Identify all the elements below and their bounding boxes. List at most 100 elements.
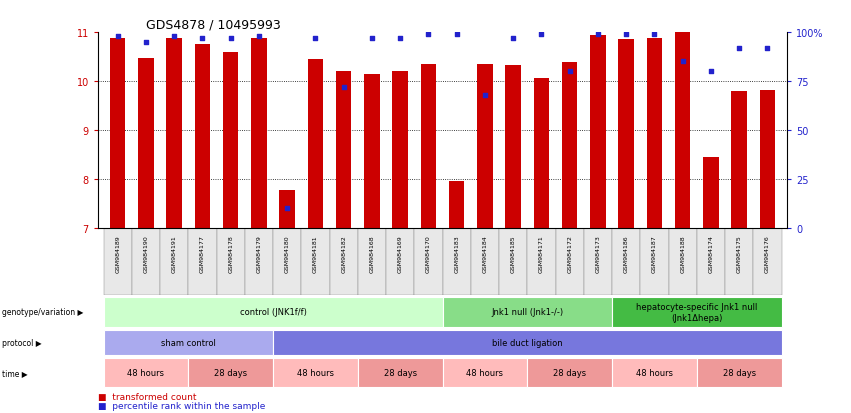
FancyBboxPatch shape	[556, 228, 584, 295]
FancyBboxPatch shape	[104, 358, 188, 387]
Text: GSM984170: GSM984170	[426, 235, 431, 273]
FancyBboxPatch shape	[329, 228, 357, 295]
Bar	[477, 65, 493, 228]
Bar	[590, 36, 606, 228]
Point	[224, 36, 237, 42]
Bar	[110, 39, 125, 228]
Text: GSM984176: GSM984176	[765, 235, 770, 273]
FancyBboxPatch shape	[443, 228, 471, 295]
Text: genotype/variation ▶: genotype/variation ▶	[2, 308, 83, 317]
Text: 28 days: 28 days	[214, 368, 247, 377]
Text: ■  percentile rank within the sample: ■ percentile rank within the sample	[98, 401, 266, 410]
FancyBboxPatch shape	[301, 228, 329, 295]
FancyBboxPatch shape	[528, 358, 612, 387]
FancyBboxPatch shape	[104, 228, 132, 295]
Text: protocol ▶: protocol ▶	[2, 338, 42, 347]
Text: GSM984188: GSM984188	[680, 235, 685, 273]
FancyBboxPatch shape	[753, 228, 781, 295]
Bar	[420, 65, 437, 228]
Bar	[307, 59, 323, 228]
Bar	[703, 157, 718, 228]
Text: GSM984182: GSM984182	[341, 235, 346, 273]
Text: GSM984175: GSM984175	[737, 235, 742, 273]
Point	[534, 32, 548, 38]
FancyBboxPatch shape	[471, 228, 499, 295]
Text: GSM984191: GSM984191	[172, 235, 177, 273]
FancyBboxPatch shape	[443, 358, 528, 387]
Text: GSM984172: GSM984172	[567, 235, 572, 273]
Text: GSM984168: GSM984168	[369, 235, 374, 273]
Text: 48 hours: 48 hours	[128, 368, 164, 377]
Point	[733, 45, 746, 52]
FancyBboxPatch shape	[386, 228, 414, 295]
Bar	[619, 40, 634, 228]
Point	[478, 92, 492, 99]
Point	[280, 206, 294, 212]
Text: GSM984190: GSM984190	[143, 235, 148, 273]
Text: GSM984169: GSM984169	[397, 235, 403, 273]
FancyBboxPatch shape	[725, 228, 753, 295]
Text: GSM984184: GSM984184	[483, 235, 488, 273]
Text: control (JNK1f/f): control (JNK1f/f)	[240, 308, 306, 317]
FancyBboxPatch shape	[443, 297, 612, 328]
Point	[450, 32, 464, 38]
Text: GSM984173: GSM984173	[596, 235, 601, 273]
FancyBboxPatch shape	[273, 330, 781, 356]
Text: ■  transformed count: ■ transformed count	[98, 392, 197, 401]
Text: 48 hours: 48 hours	[297, 368, 334, 377]
Text: GSM984189: GSM984189	[115, 235, 120, 273]
Bar	[195, 45, 210, 228]
Text: Jnk1 null (Jnk1-/-): Jnk1 null (Jnk1-/-)	[491, 308, 563, 317]
FancyBboxPatch shape	[697, 228, 725, 295]
Point	[506, 36, 520, 42]
Point	[676, 59, 689, 66]
Text: GSM984178: GSM984178	[228, 235, 233, 273]
Point	[393, 36, 407, 42]
Bar	[448, 182, 465, 228]
FancyBboxPatch shape	[357, 358, 443, 387]
FancyBboxPatch shape	[612, 297, 781, 328]
FancyBboxPatch shape	[132, 228, 160, 295]
FancyBboxPatch shape	[273, 358, 357, 387]
FancyBboxPatch shape	[584, 228, 612, 295]
Bar	[760, 90, 775, 228]
FancyBboxPatch shape	[104, 330, 273, 356]
Bar	[167, 39, 182, 228]
Text: GSM984177: GSM984177	[200, 235, 205, 273]
FancyBboxPatch shape	[414, 228, 443, 295]
Bar	[505, 66, 521, 228]
Point	[563, 69, 576, 76]
Bar	[364, 74, 380, 228]
Point	[761, 45, 774, 52]
FancyBboxPatch shape	[499, 228, 528, 295]
Text: GSM984183: GSM984183	[454, 235, 460, 273]
Text: 28 days: 28 days	[722, 368, 756, 377]
FancyBboxPatch shape	[640, 228, 669, 295]
Text: 28 days: 28 days	[553, 368, 586, 377]
Point	[168, 33, 181, 40]
Text: bile duct ligation: bile duct ligation	[492, 338, 563, 347]
Bar	[223, 52, 238, 228]
Point	[111, 33, 124, 40]
FancyBboxPatch shape	[528, 228, 556, 295]
Text: 28 days: 28 days	[384, 368, 417, 377]
Bar	[675, 33, 690, 228]
Point	[309, 36, 323, 42]
Point	[196, 36, 209, 42]
FancyBboxPatch shape	[273, 228, 301, 295]
Point	[620, 32, 633, 38]
Text: GSM984174: GSM984174	[708, 235, 713, 273]
Point	[648, 32, 661, 38]
FancyBboxPatch shape	[160, 228, 188, 295]
Text: 48 hours: 48 hours	[636, 368, 673, 377]
Text: 48 hours: 48 hours	[466, 368, 504, 377]
Bar	[138, 59, 154, 228]
FancyBboxPatch shape	[216, 228, 245, 295]
FancyBboxPatch shape	[104, 297, 443, 328]
Point	[704, 69, 717, 76]
Point	[252, 33, 266, 40]
Bar	[731, 92, 747, 228]
FancyBboxPatch shape	[188, 228, 216, 295]
Point	[337, 84, 351, 91]
FancyBboxPatch shape	[245, 228, 273, 295]
